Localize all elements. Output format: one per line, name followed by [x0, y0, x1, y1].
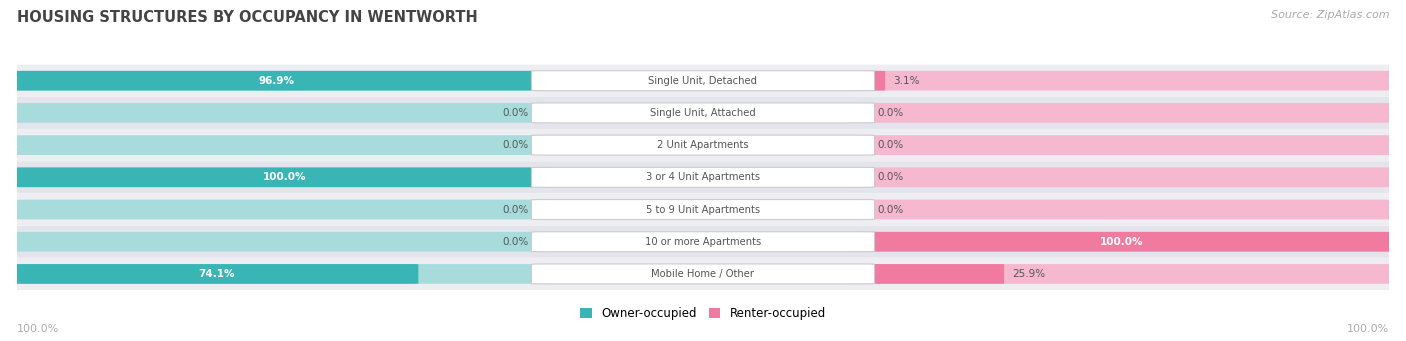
Legend: Owner-occupied, Renter-occupied: Owner-occupied, Renter-occupied	[579, 307, 827, 320]
Text: 100.0%: 100.0%	[17, 324, 59, 334]
Text: 0.0%: 0.0%	[877, 140, 904, 150]
FancyBboxPatch shape	[0, 65, 1406, 97]
Text: 100.0%: 100.0%	[1347, 324, 1389, 334]
Text: 3 or 4 Unit Apartments: 3 or 4 Unit Apartments	[645, 172, 761, 182]
FancyBboxPatch shape	[0, 258, 1406, 290]
Text: 2 Unit Apartments: 2 Unit Apartments	[657, 140, 749, 150]
FancyBboxPatch shape	[15, 232, 554, 252]
FancyBboxPatch shape	[15, 264, 554, 284]
Text: 3.1%: 3.1%	[893, 76, 920, 86]
Text: Single Unit, Detached: Single Unit, Detached	[648, 76, 758, 86]
FancyBboxPatch shape	[15, 167, 554, 187]
Text: 25.9%: 25.9%	[1012, 269, 1046, 279]
Text: 100.0%: 100.0%	[263, 172, 307, 182]
Text: 0.0%: 0.0%	[877, 205, 904, 214]
FancyBboxPatch shape	[852, 135, 1391, 155]
FancyBboxPatch shape	[852, 71, 1391, 91]
FancyBboxPatch shape	[0, 161, 1406, 193]
Text: 0.0%: 0.0%	[502, 205, 529, 214]
FancyBboxPatch shape	[0, 129, 1406, 161]
Text: 10 or more Apartments: 10 or more Apartments	[645, 237, 761, 247]
Text: 0.0%: 0.0%	[877, 172, 904, 182]
FancyBboxPatch shape	[531, 264, 875, 284]
Text: 0.0%: 0.0%	[502, 140, 529, 150]
FancyBboxPatch shape	[852, 167, 1391, 187]
FancyBboxPatch shape	[0, 97, 1406, 129]
FancyBboxPatch shape	[531, 71, 875, 91]
FancyBboxPatch shape	[531, 167, 875, 187]
FancyBboxPatch shape	[852, 71, 886, 91]
FancyBboxPatch shape	[15, 71, 537, 91]
FancyBboxPatch shape	[531, 199, 875, 220]
FancyBboxPatch shape	[531, 135, 875, 155]
Text: HOUSING STRUCTURES BY OCCUPANCY IN WENTWORTH: HOUSING STRUCTURES BY OCCUPANCY IN WENTW…	[17, 10, 478, 25]
FancyBboxPatch shape	[852, 200, 1391, 219]
FancyBboxPatch shape	[15, 200, 554, 219]
Text: Mobile Home / Other: Mobile Home / Other	[651, 269, 755, 279]
Text: 0.0%: 0.0%	[877, 108, 904, 118]
Text: 0.0%: 0.0%	[502, 237, 529, 247]
FancyBboxPatch shape	[852, 103, 1391, 123]
FancyBboxPatch shape	[0, 193, 1406, 225]
Text: 5 to 9 Unit Apartments: 5 to 9 Unit Apartments	[645, 205, 761, 214]
FancyBboxPatch shape	[15, 264, 419, 284]
FancyBboxPatch shape	[852, 264, 1004, 284]
FancyBboxPatch shape	[0, 226, 1406, 258]
FancyBboxPatch shape	[852, 232, 1391, 252]
FancyBboxPatch shape	[15, 103, 554, 123]
FancyBboxPatch shape	[15, 135, 554, 155]
Text: Single Unit, Attached: Single Unit, Attached	[650, 108, 756, 118]
FancyBboxPatch shape	[15, 71, 554, 91]
FancyBboxPatch shape	[531, 103, 875, 123]
Text: 0.0%: 0.0%	[502, 108, 529, 118]
Text: 74.1%: 74.1%	[198, 269, 235, 279]
Text: Source: ZipAtlas.com: Source: ZipAtlas.com	[1271, 10, 1389, 20]
FancyBboxPatch shape	[531, 232, 875, 252]
Text: 100.0%: 100.0%	[1099, 237, 1143, 247]
FancyBboxPatch shape	[852, 232, 1391, 252]
FancyBboxPatch shape	[852, 264, 1391, 284]
Text: 96.9%: 96.9%	[259, 76, 294, 86]
FancyBboxPatch shape	[15, 167, 554, 187]
